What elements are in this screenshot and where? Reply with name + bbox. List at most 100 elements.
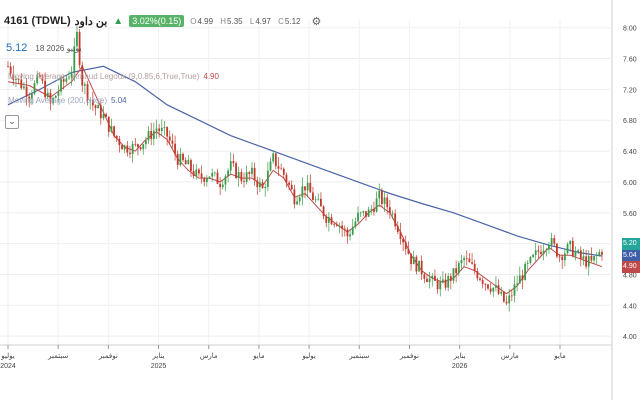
ma200-line: [7, 65, 603, 257]
candle-body: [81, 65, 84, 86]
candle-body: [317, 198, 320, 200]
candle-body: [219, 183, 222, 188]
candle-body: [386, 197, 389, 208]
candle-body: [102, 114, 105, 119]
x-tick-label: نوفمبر: [399, 352, 419, 360]
x-tick-label: نوفمبر: [98, 352, 118, 360]
symbol-label: 4161 (TDWL): [4, 15, 71, 27]
candle-body: [171, 140, 174, 144]
candle-body: [418, 260, 420, 272]
indicator-alma[interactable]: Moving Average - Arnaud Legoux (9,0.85,6…: [8, 72, 219, 81]
candle-body: [261, 182, 264, 189]
candle-body: [577, 250, 580, 253]
candle-body: [420, 260, 423, 275]
candle-body: [540, 251, 542, 255]
candle-body: [49, 92, 52, 104]
candle-body: [23, 86, 25, 89]
indicator-value: 5.04: [111, 96, 127, 105]
candle-body: [12, 73, 15, 80]
candle-body: [516, 283, 519, 285]
candle-body: [293, 189, 296, 205]
y-tick-label: 4.40: [623, 303, 637, 310]
candle-body: [391, 213, 394, 215]
candle-body: [561, 256, 564, 261]
candle-body: [213, 172, 216, 174]
candle-body: [195, 169, 198, 176]
candle-body: [598, 252, 601, 256]
x-tick-label: مارس: [200, 352, 218, 360]
gear-icon[interactable]: ⚙: [311, 15, 322, 28]
candle-body: [357, 212, 359, 222]
price-tag-ma200: 5.04: [622, 249, 640, 262]
candle-body: [25, 86, 28, 97]
candle-body: [502, 291, 505, 302]
candle-body: [304, 186, 306, 191]
candle-body: [468, 258, 471, 263]
candle-body: [545, 249, 548, 251]
candle-body: [330, 217, 333, 225]
candle-body: [537, 250, 540, 252]
x-tick-label: يناير: [152, 352, 165, 360]
y-tick-label: 6.00: [623, 180, 637, 187]
candle-body: [208, 176, 211, 179]
candle-body: [529, 257, 532, 263]
candle-body: [155, 128, 158, 131]
candle-body: [235, 163, 237, 179]
candle-body: [388, 207, 391, 214]
candle-body: [335, 224, 338, 226]
candle-body: [33, 83, 36, 94]
candle-body: [17, 79, 20, 80]
candle-body: [91, 99, 94, 106]
candle-body: [163, 126, 166, 128]
candle-body: [505, 301, 508, 304]
candle-body: [320, 198, 322, 207]
candle-body: [57, 91, 60, 96]
candle-body: [497, 285, 500, 294]
x-tick-label: مارس: [501, 352, 519, 360]
x-tick-label: يوليو: [301, 352, 315, 360]
indicator-ma200[interactable]: Moving Average (200,close) 5.04: [8, 96, 127, 105]
candle-body: [500, 291, 503, 294]
y-tick-label: 6.80: [623, 118, 637, 125]
candle-body: [89, 99, 92, 101]
candle-body: [556, 243, 558, 257]
candle-body: [402, 238, 405, 243]
candle-body: [52, 97, 54, 104]
candle-body: [508, 295, 511, 304]
candle-body: [229, 161, 232, 171]
candle-body: [94, 105, 97, 109]
candle-body: [415, 256, 418, 272]
candle-body: [174, 143, 176, 154]
y-tick-label: 5.60: [623, 211, 637, 218]
candle-body: [590, 255, 593, 261]
candle-body: [412, 256, 415, 265]
x-axis: يوليو 2024 سبتمبر نوفمبر يناير 2025 مارس مايو يو…: [0, 344, 612, 370]
candle-body: [601, 252, 603, 255]
candle-body: [365, 211, 367, 217]
candle-body: [198, 169, 200, 174]
price-tag-alma: 4.90: [622, 260, 640, 273]
candle-body: [346, 229, 349, 237]
candle-body: [463, 258, 466, 261]
candle-body: [277, 166, 280, 169]
chevron-icon[interactable]: ⌄: [5, 115, 19, 129]
candle-body: [36, 74, 39, 84]
candle-body: [587, 255, 590, 267]
candle-body: [585, 256, 587, 267]
candle-body: [410, 253, 412, 265]
candle-body: [232, 161, 235, 164]
candlestick-series: [7, 26, 603, 312]
last-date: 18 يونيو 2026: [35, 43, 82, 53]
candle-body: [285, 174, 288, 183]
candle-body: [237, 172, 240, 179]
candle-body: [298, 197, 301, 202]
candle-body: [343, 228, 346, 230]
indicator-value: 4.90: [203, 72, 219, 81]
candle-body: [86, 84, 89, 101]
candle-body: [123, 145, 126, 150]
candle-body: [221, 184, 224, 188]
candle-body: [373, 208, 375, 212]
candle-body: [280, 168, 283, 170]
candle-body: [542, 250, 545, 255]
